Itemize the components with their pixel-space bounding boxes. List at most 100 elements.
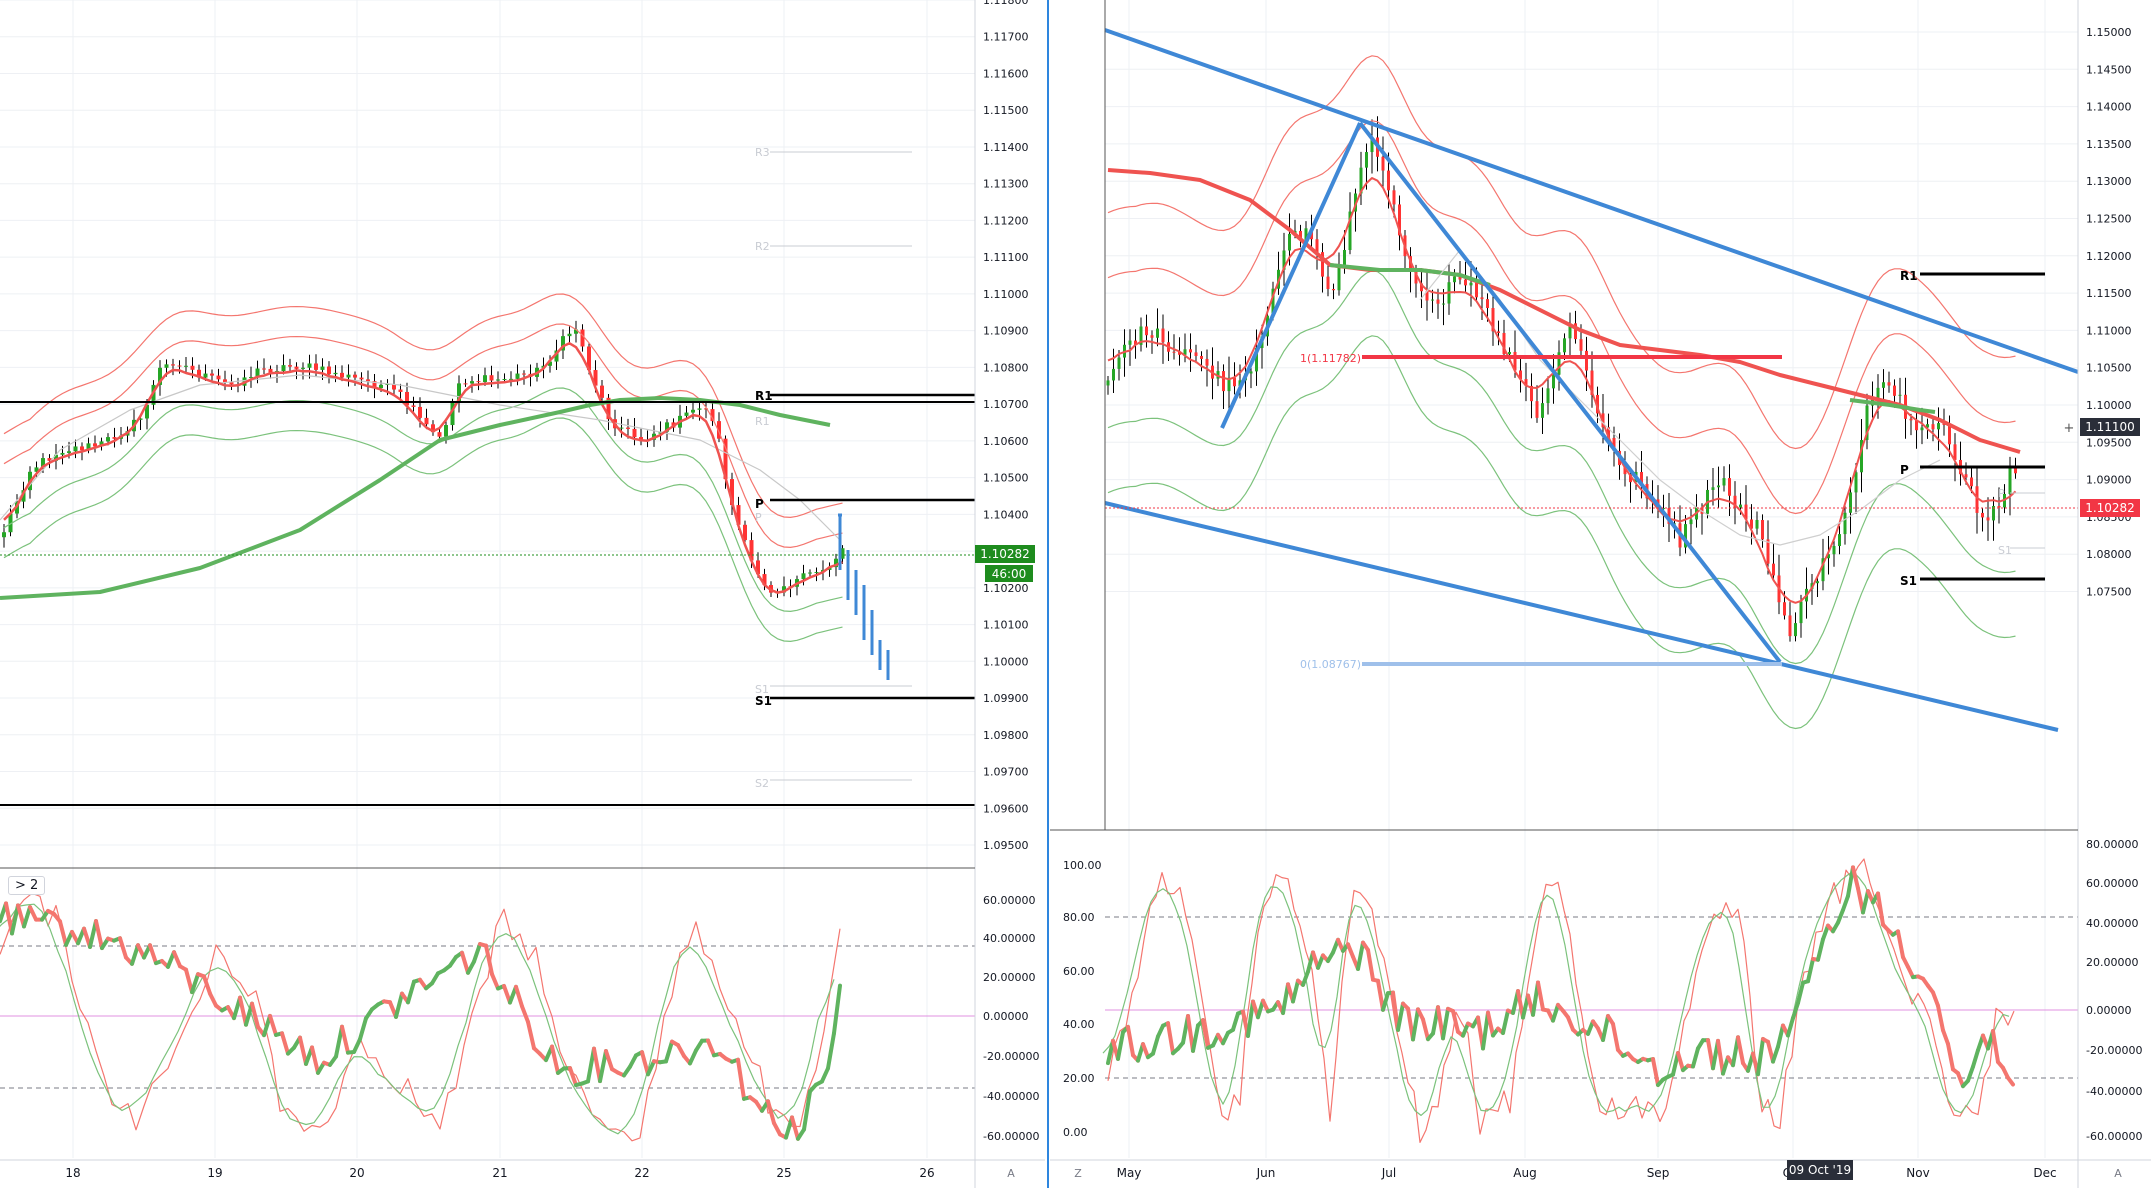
left-candle (425, 418, 429, 424)
left-price-tick: 1.11200 (983, 214, 1029, 227)
left-candle (353, 375, 357, 378)
left-candle (327, 367, 331, 375)
right-candle (1970, 477, 1973, 486)
left-pivot-r3-label: R3 (755, 146, 770, 159)
right-time-tick: Jul (1381, 1166, 1396, 1180)
left-candle (418, 407, 422, 418)
right-price-tick: 1.12500 (2086, 213, 2132, 226)
indicator-toggle-button[interactable]: > 2 (8, 876, 45, 895)
left-candle (74, 446, 78, 451)
left-candle (67, 451, 71, 453)
right-candle (1833, 546, 1836, 554)
left-candle (360, 378, 364, 380)
left-candle (301, 368, 305, 369)
left-time-tick: 18 (65, 1166, 80, 1180)
right-candle (1382, 157, 1385, 171)
left-candle (464, 383, 468, 384)
right-current-price-tag: 1.10282 (2080, 499, 2140, 517)
right-candle (1206, 359, 1209, 366)
right-time-tick: Aug (1513, 1166, 1536, 1180)
right-candle (1552, 375, 1555, 389)
left-price-tick: 1.09800 (983, 729, 1029, 742)
left-price-tick: 1.09500 (983, 839, 1029, 852)
left-countdown: 46:00 (992, 567, 1027, 581)
right-stoch-right-tick: -40.00000 (2086, 1085, 2142, 1098)
left-candle (691, 410, 695, 413)
left-axis-corner[interactable]: A (1007, 1167, 1015, 1180)
left-candle (483, 375, 487, 382)
right-candle (1580, 339, 1583, 351)
left-time-tick: 20 (349, 1166, 364, 1180)
right-candle (1162, 329, 1165, 343)
left-price-tick: 1.10000 (983, 655, 1029, 668)
right-candle (1156, 329, 1159, 338)
left-price-tick: 1.11300 (983, 178, 1029, 191)
right-candle (2009, 466, 2012, 494)
left-candle (308, 363, 312, 367)
right-candle (1343, 250, 1346, 266)
right-price-tick: 1.14000 (2086, 101, 2132, 114)
right-candle (1464, 280, 1467, 286)
crosshair-date-tag: 09 Oct '19 (1787, 1160, 1853, 1180)
right-price-tick: 1.13000 (2086, 175, 2132, 188)
right-time-tick: Jun (1256, 1166, 1276, 1180)
fib-level-0-label: 0(1.08767) (1300, 658, 1361, 671)
right-candle (1481, 297, 1484, 299)
right-stoch-left-tick: 20.00 (1063, 1072, 1095, 1085)
left-candle (470, 381, 474, 383)
left-candle (620, 428, 624, 429)
right-stoch-right-tick: 80.00000 (2086, 838, 2139, 851)
left-stoch-tick: 40.00000 (983, 932, 1036, 945)
left-stoch-tick: -20.00000 (983, 1050, 1039, 1063)
left-candle (568, 334, 572, 336)
right-time-tick: Dec (2033, 1166, 2056, 1180)
right-candle (1112, 369, 1115, 381)
right-crosshair-price: 1.11100 (2085, 420, 2135, 434)
right-stoch-right-tick: -60.00000 (2086, 1130, 2142, 1143)
right-candle (1739, 505, 1742, 508)
right-candle (1393, 190, 1396, 204)
right-candle (1998, 506, 2001, 507)
left-candle (516, 374, 520, 379)
right-candle (1849, 492, 1852, 512)
right-candle (1129, 341, 1132, 345)
right-time-tick: Nov (1906, 1166, 1929, 1180)
left-candle (178, 366, 182, 367)
right-candle (1893, 386, 1896, 396)
left-candle (490, 375, 494, 380)
left-pivot-s2-label: S2 (755, 777, 769, 790)
left-candle (802, 573, 806, 579)
left-candle (288, 365, 292, 366)
right-stoch-left-tick: 0.00 (1063, 1126, 1088, 1139)
right-time-tick: May (1117, 1166, 1142, 1180)
right-pivot-p-faded-label: P (1998, 487, 2005, 500)
right-pivot-p-label: P (1900, 463, 1909, 477)
right-stoch-right-tick: 40.00000 (2086, 917, 2139, 930)
left-candle (204, 374, 208, 378)
right-candle (1789, 615, 1792, 636)
right-candle (1838, 534, 1841, 546)
right-candle (1118, 358, 1121, 369)
right-axis-corner-left[interactable]: Z (1074, 1167, 1082, 1180)
right-candle (1585, 351, 1588, 371)
right-candle (1690, 519, 1693, 524)
left-price-tick: 1.11800 (983, 0, 1029, 7)
right-candle (1547, 388, 1550, 403)
left-candle (503, 379, 507, 380)
right-axis-corner-right[interactable]: A (2114, 1167, 2122, 1180)
right-stoch-right-tick: 20.00000 (2086, 956, 2139, 969)
right-candle (1932, 424, 1935, 429)
right-pivot-s1-faded-label: S1 (1998, 544, 2012, 557)
right-pivot-r1-label: R1 (1900, 269, 1918, 283)
right-stoch-right-tick: 60.00000 (2086, 877, 2139, 890)
right-price-tick: 1.14500 (2086, 63, 2132, 76)
right-candle (1712, 487, 1715, 490)
left-price-tick: 1.11100 (983, 251, 1029, 264)
right-candle (1107, 380, 1110, 385)
left-candle (165, 364, 169, 367)
left-time-tick: 26 (919, 1166, 934, 1180)
left-price-tick: 1.10500 (983, 472, 1029, 485)
left-price-tick: 1.10600 (983, 435, 1029, 448)
right-pivot-s1-label: S1 (1900, 574, 1917, 588)
